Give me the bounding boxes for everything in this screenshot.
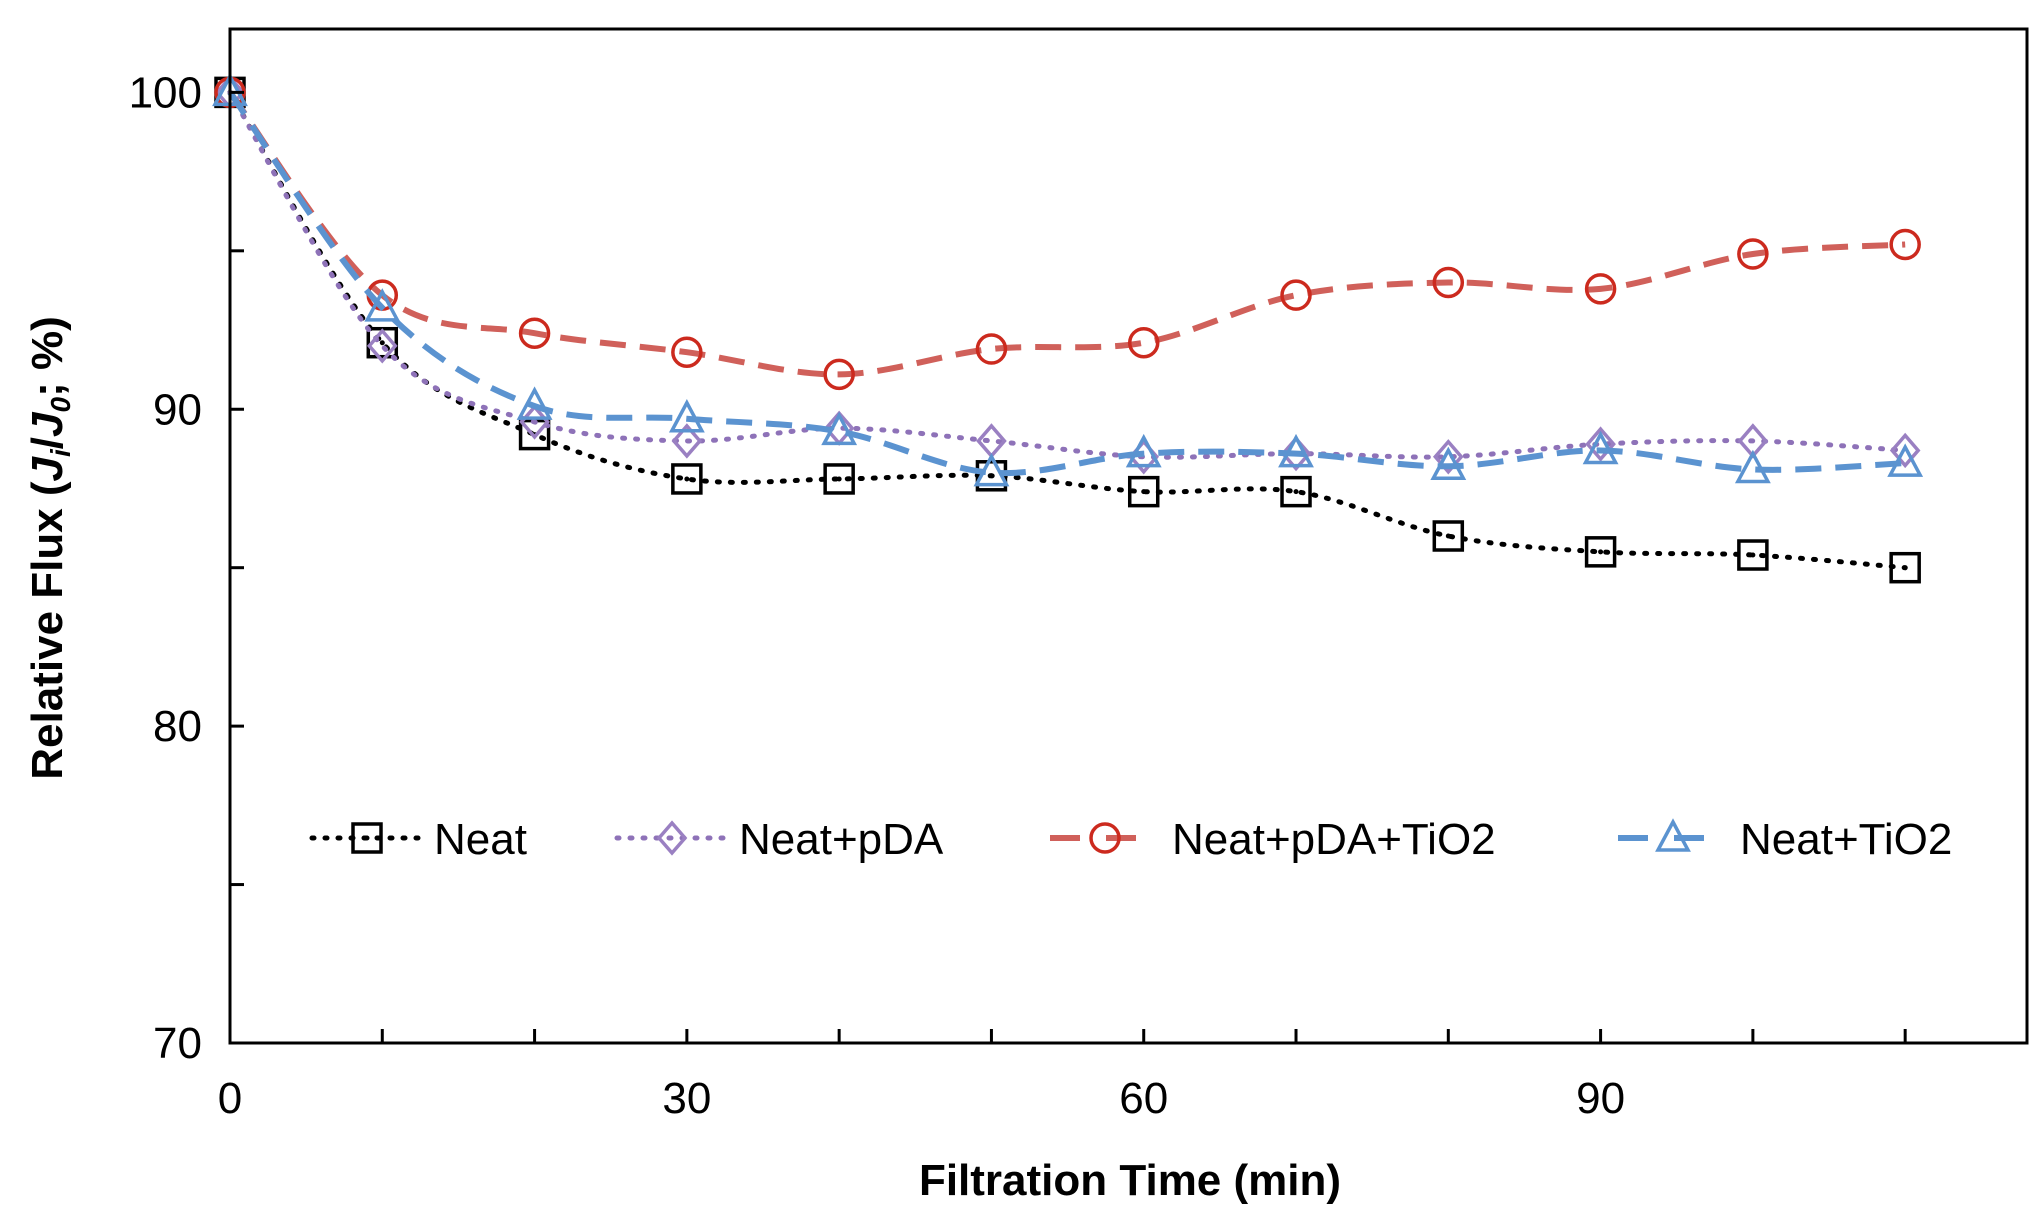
data-point [975, 333, 1008, 365]
legend-marker [351, 822, 383, 854]
data-point [1734, 449, 1771, 484]
data-point-dot [1750, 552, 1756, 558]
data-point [1887, 443, 1924, 477]
series-neat-pda [214, 74, 1921, 475]
series-neat-pda-tio2 [214, 76, 1921, 391]
y-axis-title: Relative Flux (Ji/J0; %) [23, 316, 76, 780]
x-tick-label: 30 [662, 1074, 711, 1123]
y-tick-label: 80 [153, 702, 202, 751]
legend: Neat Neat+pDA Neat+pDA+TiO2 Neat+TiO2 [309, 815, 1952, 864]
y-title-part: i [45, 448, 76, 457]
data-point [821, 411, 858, 446]
legend-item: Neat+TiO2 [1618, 815, 1952, 864]
series-neat-tio2 [212, 72, 1924, 487]
data-point [1280, 475, 1312, 508]
plot-frame [228, 27, 2029, 1045]
series-line [227, 90, 1906, 378]
x-tick-label: 0 [218, 1074, 242, 1123]
data-point [1737, 238, 1769, 270]
legend-marker [1089, 822, 1121, 854]
y-tick-label: 100 [129, 68, 202, 117]
data-point [823, 358, 855, 391]
data-point [1582, 430, 1619, 465]
axes-layer: 70 80 90 100 0 30 60 90 [129, 27, 2029, 1123]
data-point [1278, 433, 1314, 468]
legend-marker [1655, 818, 1691, 852]
x-axis-title: Filtration Time (min) [919, 1156, 1341, 1205]
x-tick-label: 90 [1576, 1074, 1625, 1123]
data-point [1889, 432, 1921, 469]
data-point [1432, 520, 1465, 552]
data-point [668, 399, 705, 433]
y-tick-label: 70 [153, 1019, 202, 1068]
data-point [1127, 326, 1160, 359]
y-title-part: 0 [45, 396, 76, 412]
data-point [1737, 539, 1769, 571]
series-line [227, 90, 1906, 477]
data-point [671, 423, 703, 459]
y-tick-label: 90 [153, 385, 202, 434]
data-point [1127, 475, 1160, 508]
legend-item: Neat+pDA+TiO2 [1050, 815, 1496, 864]
data-point [1430, 446, 1467, 481]
legend-label: Neat+TiO2 [1740, 815, 1952, 864]
legend-marker-dot [364, 835, 370, 841]
data-point [1584, 536, 1617, 568]
data-point [1889, 228, 1921, 261]
data-point [364, 288, 401, 322]
legend-label: Neat [434, 815, 527, 864]
data-point [366, 328, 398, 364]
data-point-dot [1141, 489, 1147, 495]
data-point [1280, 435, 1312, 472]
data-point-dot [1902, 565, 1908, 571]
legend-marker [656, 820, 688, 856]
data-point-dot [988, 473, 994, 479]
data-point-dot [379, 340, 385, 346]
data-point [1584, 273, 1617, 305]
data-point [516, 386, 553, 420]
data-point [1585, 426, 1616, 462]
legend-item: Neat+pDA [614, 815, 944, 864]
data-point [1432, 439, 1464, 475]
data-point [1432, 266, 1465, 299]
data-point [1889, 551, 1921, 584]
y-title-part: J [23, 411, 72, 437]
y-title-part: Relative Flux ( [23, 481, 72, 780]
data-point-dot [1445, 533, 1451, 539]
y-title-part: ; %) [23, 316, 72, 397]
data-point [671, 336, 703, 368]
series-line [227, 89, 1908, 460]
data-point-dot [684, 476, 690, 482]
series-layer [212, 72, 1924, 584]
legend-label: Neat+pDA+TiO2 [1172, 815, 1496, 864]
data-point [1280, 279, 1312, 311]
series-line [227, 89, 1908, 571]
data-point [973, 452, 1010, 487]
y-title-part: / [23, 437, 72, 449]
data-point [671, 463, 703, 495]
y-title-part: J [23, 455, 72, 481]
data-point-dot [836, 476, 842, 482]
legend-label: Neat+pDA [739, 815, 944, 864]
data-point-dot [1598, 549, 1604, 555]
data-point [518, 317, 551, 349]
data-point [823, 463, 855, 495]
data-point [1125, 433, 1162, 468]
series-neat [214, 76, 1921, 584]
legend-item: Neat [309, 815, 527, 864]
x-tick-label: 60 [1119, 1074, 1168, 1123]
data-point-dot [1293, 489, 1299, 495]
